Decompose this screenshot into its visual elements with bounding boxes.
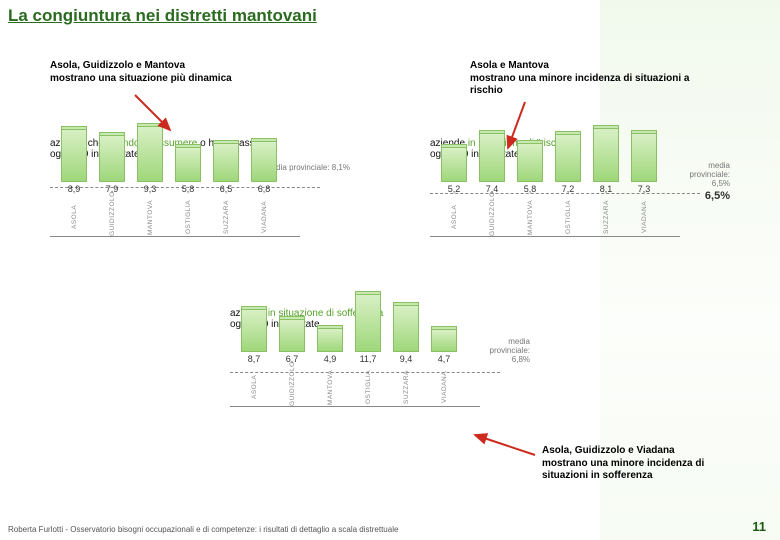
bar-value: 6,5 — [220, 184, 233, 194]
avg-label: media provinciale: 6,8% — [490, 338, 530, 364]
bar-value: 8,9 — [68, 184, 81, 194]
bar: 7,3 VIADANA — [630, 133, 658, 236]
bar: 7,2 OSTIGLIA — [554, 134, 582, 236]
bar-category: OSTIGLIA — [565, 198, 572, 236]
bar-category: GUIDIZZOLO — [289, 368, 296, 406]
bar-category: SUZZARA — [223, 198, 230, 236]
bar: 9,3 MANTOVA — [136, 126, 164, 236]
footer-text: Roberta Furlotti - Osservatorio bisogni … — [8, 525, 398, 534]
bar-category: ASOLA — [71, 198, 78, 236]
bar-category: MANTOVA — [327, 368, 334, 406]
bar: 8,1 SUZZARA — [592, 128, 620, 236]
arrow-icon — [470, 430, 540, 460]
bars-container: 8,7ASOLA6,7GUIDIZZOLO4,9MANTOVA11,7OSTIG… — [240, 346, 458, 406]
bar: 4,9 MANTOVA — [316, 328, 344, 407]
bar: 5,8 MANTOVA — [516, 143, 544, 236]
bar: 5,2 ASOLA — [440, 147, 468, 236]
bar: 7,9GUIDIZZOLO — [98, 135, 126, 236]
chart-rischio: aziende in situazione di "rischio"ogni 1… — [430, 138, 750, 278]
bar-category: MANTOVA — [147, 198, 154, 236]
bar: 6,5 SUZZARA — [212, 143, 240, 236]
bar-value: 8,7 — [248, 354, 261, 364]
bar-category: GUIDIZZOLO — [489, 198, 496, 236]
annotation-right: Asola e Mantova mostrano una minore inci… — [470, 60, 689, 98]
bars-container: 5,2ASOLA7,4GUIDIZZOLO5,8MANTOVA7,2OSTIGL… — [440, 176, 658, 236]
baseline — [230, 406, 480, 407]
bar-value: 5,2 — [448, 184, 461, 194]
bar-value: 7,2 — [562, 184, 575, 194]
bar-value: 4,9 — [324, 354, 337, 364]
bar-value: 5,8 — [182, 184, 195, 194]
baseline — [50, 236, 300, 237]
bar-value: 5,8 — [524, 184, 537, 194]
bar: 5,8 OSTIGLIA — [174, 147, 202, 236]
bar: 4,7 VIADANA — [430, 329, 458, 407]
chart-assumere: aziende che intendono assumere o hanno a… — [50, 138, 350, 278]
page-title: La congiuntura nei distretti mantovani — [8, 6, 317, 26]
bar-category: SUZZARA — [603, 198, 610, 236]
bar: 9,4 SUZZARA — [392, 305, 420, 406]
bar-category: OSTIGLIA — [365, 368, 372, 406]
bar-value: 11,7 — [360, 354, 377, 364]
annotation-bottom: Asola, Guidizzolo e Viadana mostrano una… — [542, 445, 704, 483]
bar-category: GUIDIZZOLO — [109, 198, 116, 236]
bar-value: 8,1 — [600, 184, 613, 194]
page-number: 11 — [752, 519, 766, 534]
avg-label: media provinciale: 6,5% — [690, 162, 730, 188]
bar-category: VIADANA — [641, 198, 648, 236]
annotation-left: Asola, Guidizzolo e Mantova mostrano una… — [50, 60, 232, 85]
bar: 8,9 ASOLA — [60, 129, 88, 236]
bar-category: VIADANA — [441, 368, 448, 406]
baseline — [430, 236, 680, 237]
bar-value: 9,3 — [144, 184, 157, 194]
arrow-icon — [500, 100, 550, 155]
bar-category: MANTOVA — [527, 198, 534, 236]
bar-category: ASOLA — [451, 198, 458, 236]
avg-value: 6,5% — [705, 190, 730, 202]
bar-value: 6,8 — [258, 184, 271, 194]
bar-value: 9,4 — [400, 354, 413, 364]
bar: 8,7 ASOLA — [240, 309, 268, 407]
bar: 11,7 OSTIGLIA — [354, 294, 382, 407]
bar-category: VIADANA — [261, 198, 268, 236]
bar: 6,7GUIDIZZOLO — [278, 319, 306, 407]
bar-category: ASOLA — [251, 368, 258, 406]
bar-value: 4,7 — [438, 354, 451, 364]
bar-category: OSTIGLIA — [185, 198, 192, 236]
arrow-icon — [130, 90, 180, 140]
bar-value: 7,3 — [638, 184, 651, 194]
bar-category: SUZZARA — [403, 368, 410, 406]
bar: 6,8 VIADANA — [250, 141, 278, 236]
bars-container: 8,9ASOLA7,9GUIDIZZOLO9,3MANTOVA5,8OSTIGL… — [60, 176, 278, 236]
